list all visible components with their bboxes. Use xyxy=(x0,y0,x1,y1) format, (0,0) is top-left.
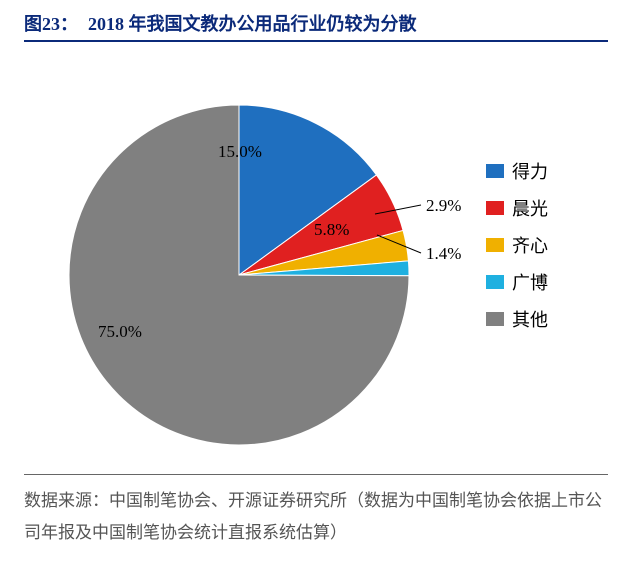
slice-label-other: 75.0% xyxy=(98,322,142,342)
source-text: 数据来源：中国制笔协会、开源证券研究所（数据为中国制笔协会依据上市公司年报及中国… xyxy=(24,485,608,550)
legend-item: 晨光 xyxy=(486,195,548,221)
slice-label-qixin: 2.9% xyxy=(426,196,461,216)
legend-item: 其他 xyxy=(486,306,548,332)
slice-label-chenguang: 5.8% xyxy=(314,220,349,240)
legend-label: 其他 xyxy=(512,306,548,332)
legend-label: 晨光 xyxy=(512,195,548,221)
slice-label-deli: 15.0% xyxy=(218,142,262,162)
legend-swatch xyxy=(486,201,504,215)
legend-swatch xyxy=(486,164,504,178)
figure-title-row: 图23： 2018 年我国文教办公用品行业仍较为分散 xyxy=(24,10,608,42)
figure-number: 图23： xyxy=(24,10,78,36)
legend-item: 广博 xyxy=(486,269,548,295)
slice-label-guangbo: 1.4% xyxy=(426,244,461,264)
legend-swatch xyxy=(486,238,504,252)
legend-item: 得力 xyxy=(486,158,548,184)
legend-swatch xyxy=(486,312,504,326)
chart-area: 15.0% 5.8% 2.9% 1.4% 75.0% 得力晨光齐心广博其他 xyxy=(24,50,608,470)
figure-title: 2018 年我国文教办公用品行业仍较为分散 xyxy=(88,10,417,36)
legend: 得力晨光齐心广博其他 xyxy=(486,158,548,343)
legend-label: 广博 xyxy=(512,269,548,295)
figure-container: 图23： 2018 年我国文教办公用品行业仍较为分散 15.0% 5.8% 2.… xyxy=(0,0,632,570)
legend-label: 齐心 xyxy=(512,232,548,258)
legend-swatch xyxy=(486,275,504,289)
legend-item: 齐心 xyxy=(486,232,548,258)
source-divider: 数据来源：中国制笔协会、开源证券研究所（数据为中国制笔协会依据上市公司年报及中国… xyxy=(24,474,608,550)
legend-label: 得力 xyxy=(512,158,548,184)
